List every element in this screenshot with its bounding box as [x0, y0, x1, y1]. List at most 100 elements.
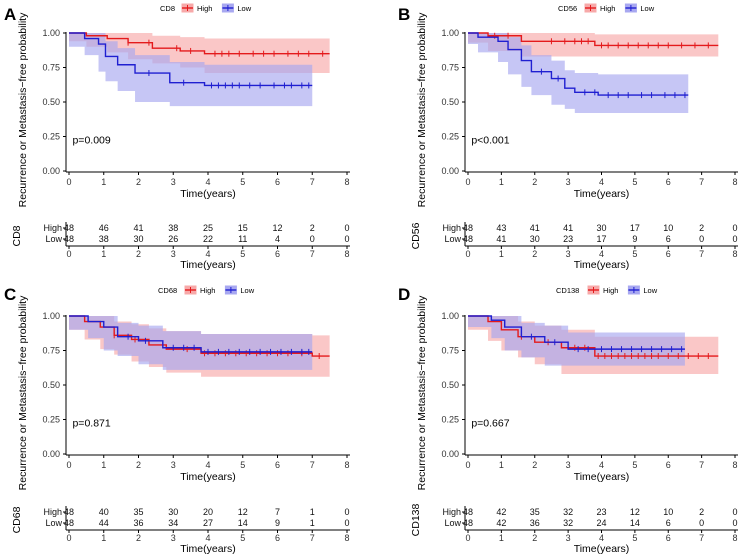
risk-x-tick-label: 7 — [310, 249, 315, 259]
x-axis-title: Time(years) — [574, 471, 630, 483]
legend-title: CD8 — [160, 4, 175, 13]
risk-row-label-low: Low — [444, 518, 461, 528]
x-tick-label: 2 — [136, 460, 141, 470]
x-tick-label: 3 — [171, 177, 176, 187]
risk-count-high: 10 — [663, 507, 673, 517]
risk-count-low: 48 — [64, 234, 74, 244]
risk-count-high: 32 — [563, 507, 573, 517]
risk-row-label-high: High — [43, 507, 62, 517]
legend-label-low: Low — [237, 4, 251, 13]
x-tick-label: 1 — [101, 177, 106, 187]
x-tick-label: 7 — [310, 177, 315, 187]
risk-count-low: 48 — [463, 234, 473, 244]
risk-count-high: 15 — [238, 223, 248, 233]
p-value: p<0.001 — [471, 134, 509, 146]
risk-count-low: 32 — [563, 518, 573, 528]
legend-title: CD138 — [556, 286, 579, 295]
y-tick-label: 0.25 — [441, 415, 459, 425]
legend-title: CD68 — [158, 286, 177, 295]
p-value: p=0.009 — [72, 134, 110, 146]
survival-line-high — [468, 32, 719, 47]
risk-count-high: 0 — [732, 223, 737, 233]
risk-x-tick-label: 2 — [136, 533, 141, 543]
legend: CD56 High Low — [558, 2, 655, 14]
risk-row-label-low: Low — [444, 234, 461, 244]
risk-count-low: 0 — [344, 234, 349, 244]
risk-x-tick-label: 5 — [240, 249, 245, 259]
x-tick-label: 3 — [566, 177, 571, 187]
risk-count-high: 12 — [272, 223, 282, 233]
risk-x-tick-label: 8 — [344, 249, 349, 259]
x-tick-label: 1 — [499, 177, 504, 187]
y-tick-label: 1.00 — [441, 311, 459, 321]
x-tick-label: 6 — [666, 460, 671, 470]
risk-count-low: 36 — [530, 518, 540, 528]
risk-count-low: 48 — [64, 518, 74, 528]
y-tick-label: 0.00 — [42, 449, 60, 459]
risk-count-high: 35 — [530, 507, 540, 517]
y-tick-label: 0.75 — [42, 63, 60, 73]
risk-x-tick-label: 8 — [732, 533, 737, 543]
risk-count-low: 6 — [666, 234, 671, 244]
risk-x-tick-label: 1 — [101, 533, 106, 543]
x-tick-label: 8 — [732, 177, 737, 187]
risk-count-low: 1 — [310, 518, 315, 528]
risk-count-high: 17 — [630, 223, 640, 233]
risk-count-low: 0 — [699, 234, 704, 244]
survival-line-low — [468, 32, 689, 96]
y-tick-label: 1.00 — [441, 28, 459, 38]
risk-count-low: 34 — [168, 518, 178, 528]
risk-x-tick-label: 2 — [532, 249, 537, 259]
x-tick-label: 4 — [205, 460, 210, 470]
y-tick-label: 0.00 — [441, 449, 459, 459]
risk-x-axis-title: Time(years) — [574, 543, 630, 555]
x-tick-label: 3 — [566, 460, 571, 470]
x-tick-label: 3 — [171, 460, 176, 470]
risk-count-high: 46 — [99, 223, 109, 233]
x-tick-label: 7 — [699, 460, 704, 470]
risk-count-low: 9 — [275, 518, 280, 528]
ci-band-low — [69, 33, 313, 107]
legend: CD8 High Low — [160, 2, 252, 14]
x-tick-label: 7 — [699, 177, 704, 187]
legend-label-low: Low — [643, 286, 657, 295]
risk-x-tick-label: 5 — [240, 533, 245, 543]
risk-count-low: 14 — [238, 518, 248, 528]
survival-line-high — [69, 32, 330, 55]
risk-count-low: 14 — [630, 518, 640, 528]
risk-row-label-high: High — [442, 507, 461, 517]
x-tick-label: 7 — [310, 460, 315, 470]
x-tick-label: 5 — [240, 177, 245, 187]
risk-row-label-low: Low — [45, 518, 62, 528]
risk-count-high: 30 — [596, 223, 606, 233]
y-tick-label: 0.00 — [441, 166, 459, 176]
risk-count-high: 10 — [663, 223, 673, 233]
x-axis-title: Time(years) — [574, 188, 630, 200]
legend-label-low: Low — [640, 4, 654, 13]
risk-x-tick-label: 1 — [101, 249, 106, 259]
risk-x-tick-label: 0 — [465, 533, 470, 543]
y-tick-label: 1.00 — [42, 28, 60, 38]
survival-line-low — [468, 315, 685, 350]
risk-x-tick-label: 3 — [566, 249, 571, 259]
x-tick-label: 5 — [632, 177, 637, 187]
risk-count-low: 44 — [99, 518, 109, 528]
y-tick-label: 0.25 — [441, 132, 459, 142]
x-axis-title: Time(years) — [180, 188, 236, 200]
p-value: p=0.667 — [471, 417, 509, 429]
risk-count-high: 25 — [203, 223, 213, 233]
risk-count-high: 48 — [463, 223, 473, 233]
risk-count-high: 2 — [699, 223, 704, 233]
risk-x-tick-label: 3 — [171, 533, 176, 543]
y-tick-label: 0.75 — [441, 346, 459, 356]
risk-count-low: 24 — [596, 518, 606, 528]
x-tick-label: 4 — [599, 177, 604, 187]
risk-x-tick-label: 0 — [465, 249, 470, 259]
x-tick-label: 0 — [66, 460, 71, 470]
x-tick-label: 2 — [532, 177, 537, 187]
